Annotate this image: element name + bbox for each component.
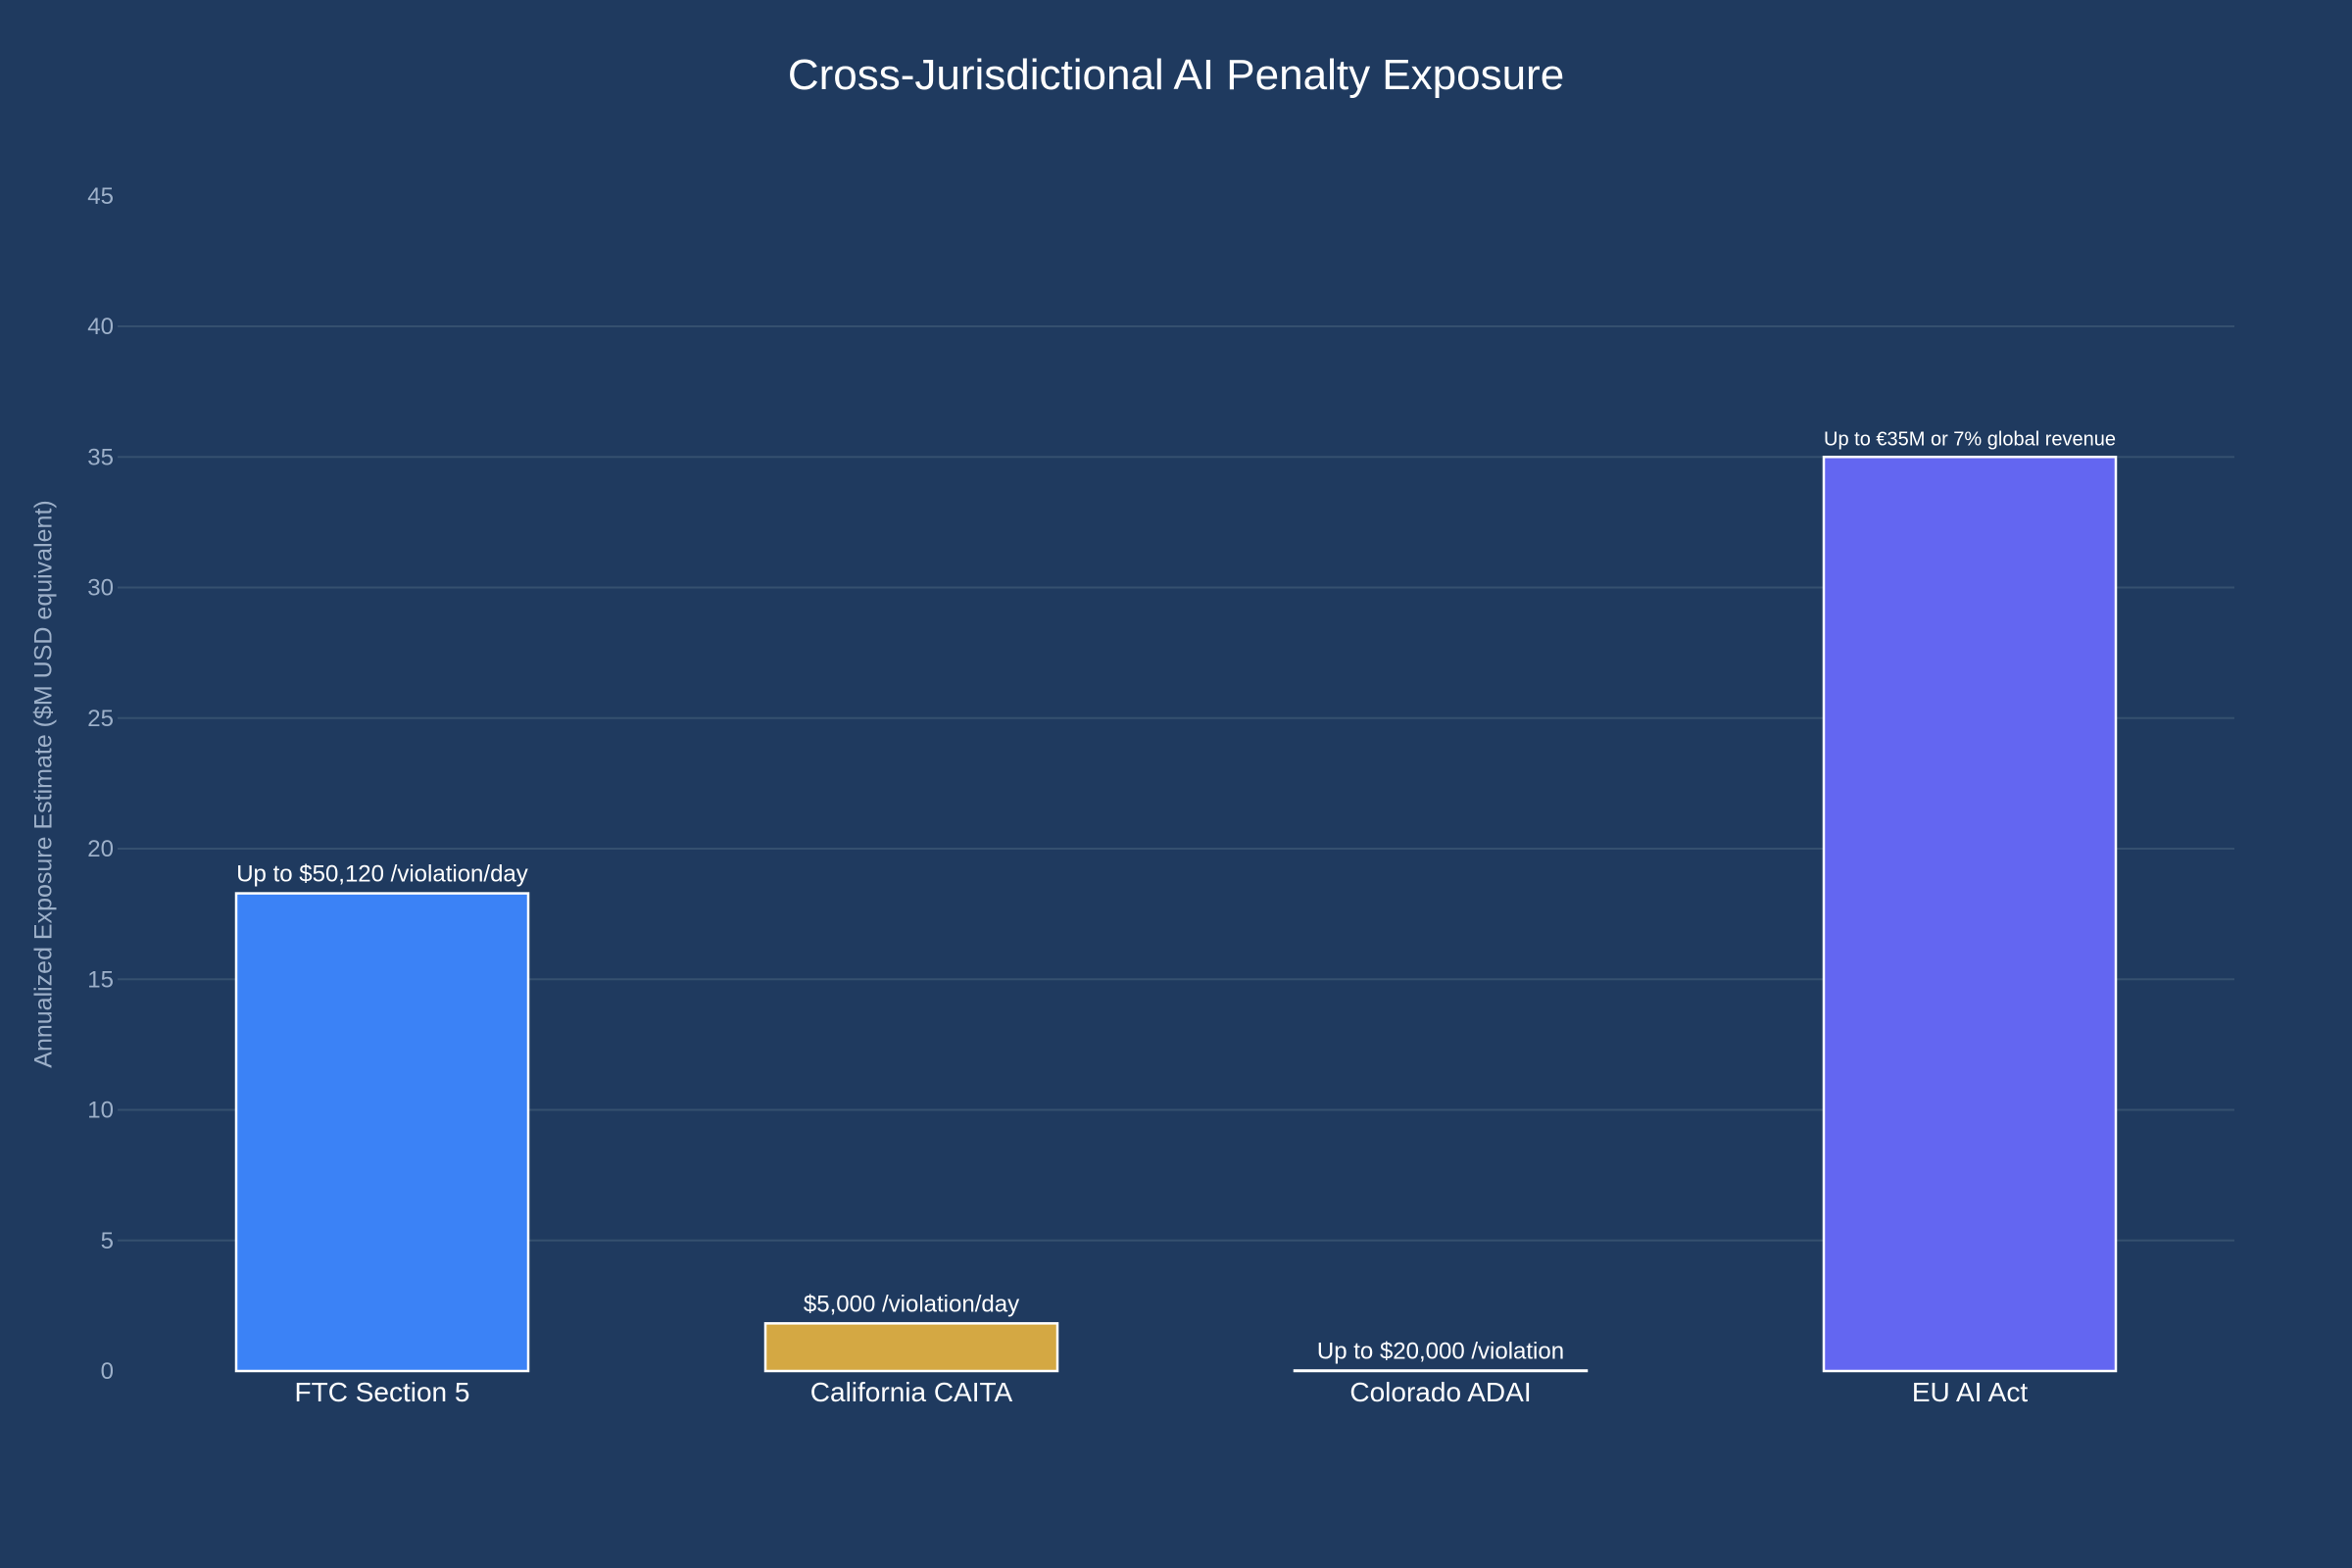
y-tick-label: 40: [87, 314, 114, 340]
bar-california-caita: [763, 1322, 1059, 1373]
y-axis-ticks: 0 5 10 15 20 25 30 35 40 45: [87, 183, 114, 1385]
y-tick-label: 5: [101, 1228, 114, 1254]
bar-annotation: Up to $50,120 /violation/day: [236, 861, 528, 888]
x-category-label: Colorado ADAI: [1349, 1377, 1531, 1407]
bar-colorado-adai: [1293, 1369, 1589, 1373]
x-axis-labels: FTC Section 5 California CAITA Colorado AD…: [295, 1377, 2029, 1407]
bar-annotation: Up to €35M or 7% global revenue: [1824, 428, 2116, 450]
bar-eu-ai-act: [1822, 456, 2118, 1373]
y-tick-label: 45: [87, 183, 114, 210]
y-tick-label: 10: [87, 1098, 114, 1124]
y-tick-label: 20: [87, 836, 114, 862]
y-tick-label: 0: [101, 1358, 114, 1385]
y-tick-label: 15: [87, 966, 114, 993]
x-category-label: FTC Section 5: [295, 1377, 470, 1407]
bars: Up to $50,120 /violation/day $5,000 /viol…: [234, 428, 2118, 1373]
bar-annotation: Up to $20,000 /violation: [1317, 1338, 1564, 1364]
bar-ftc-section-5: [234, 892, 530, 1373]
bar-annotation: $5,000 /violation/day: [804, 1291, 1019, 1317]
x-category-label: California CAITA: [810, 1377, 1013, 1407]
chart-title: Cross-Jurisdictional AI Penalty Exposure: [787, 51, 1565, 99]
x-category-label: EU AI Act: [1912, 1377, 2028, 1407]
y-tick-label: 25: [87, 706, 114, 732]
y-tick-label: 30: [87, 575, 114, 602]
y-tick-label: 35: [87, 444, 114, 470]
